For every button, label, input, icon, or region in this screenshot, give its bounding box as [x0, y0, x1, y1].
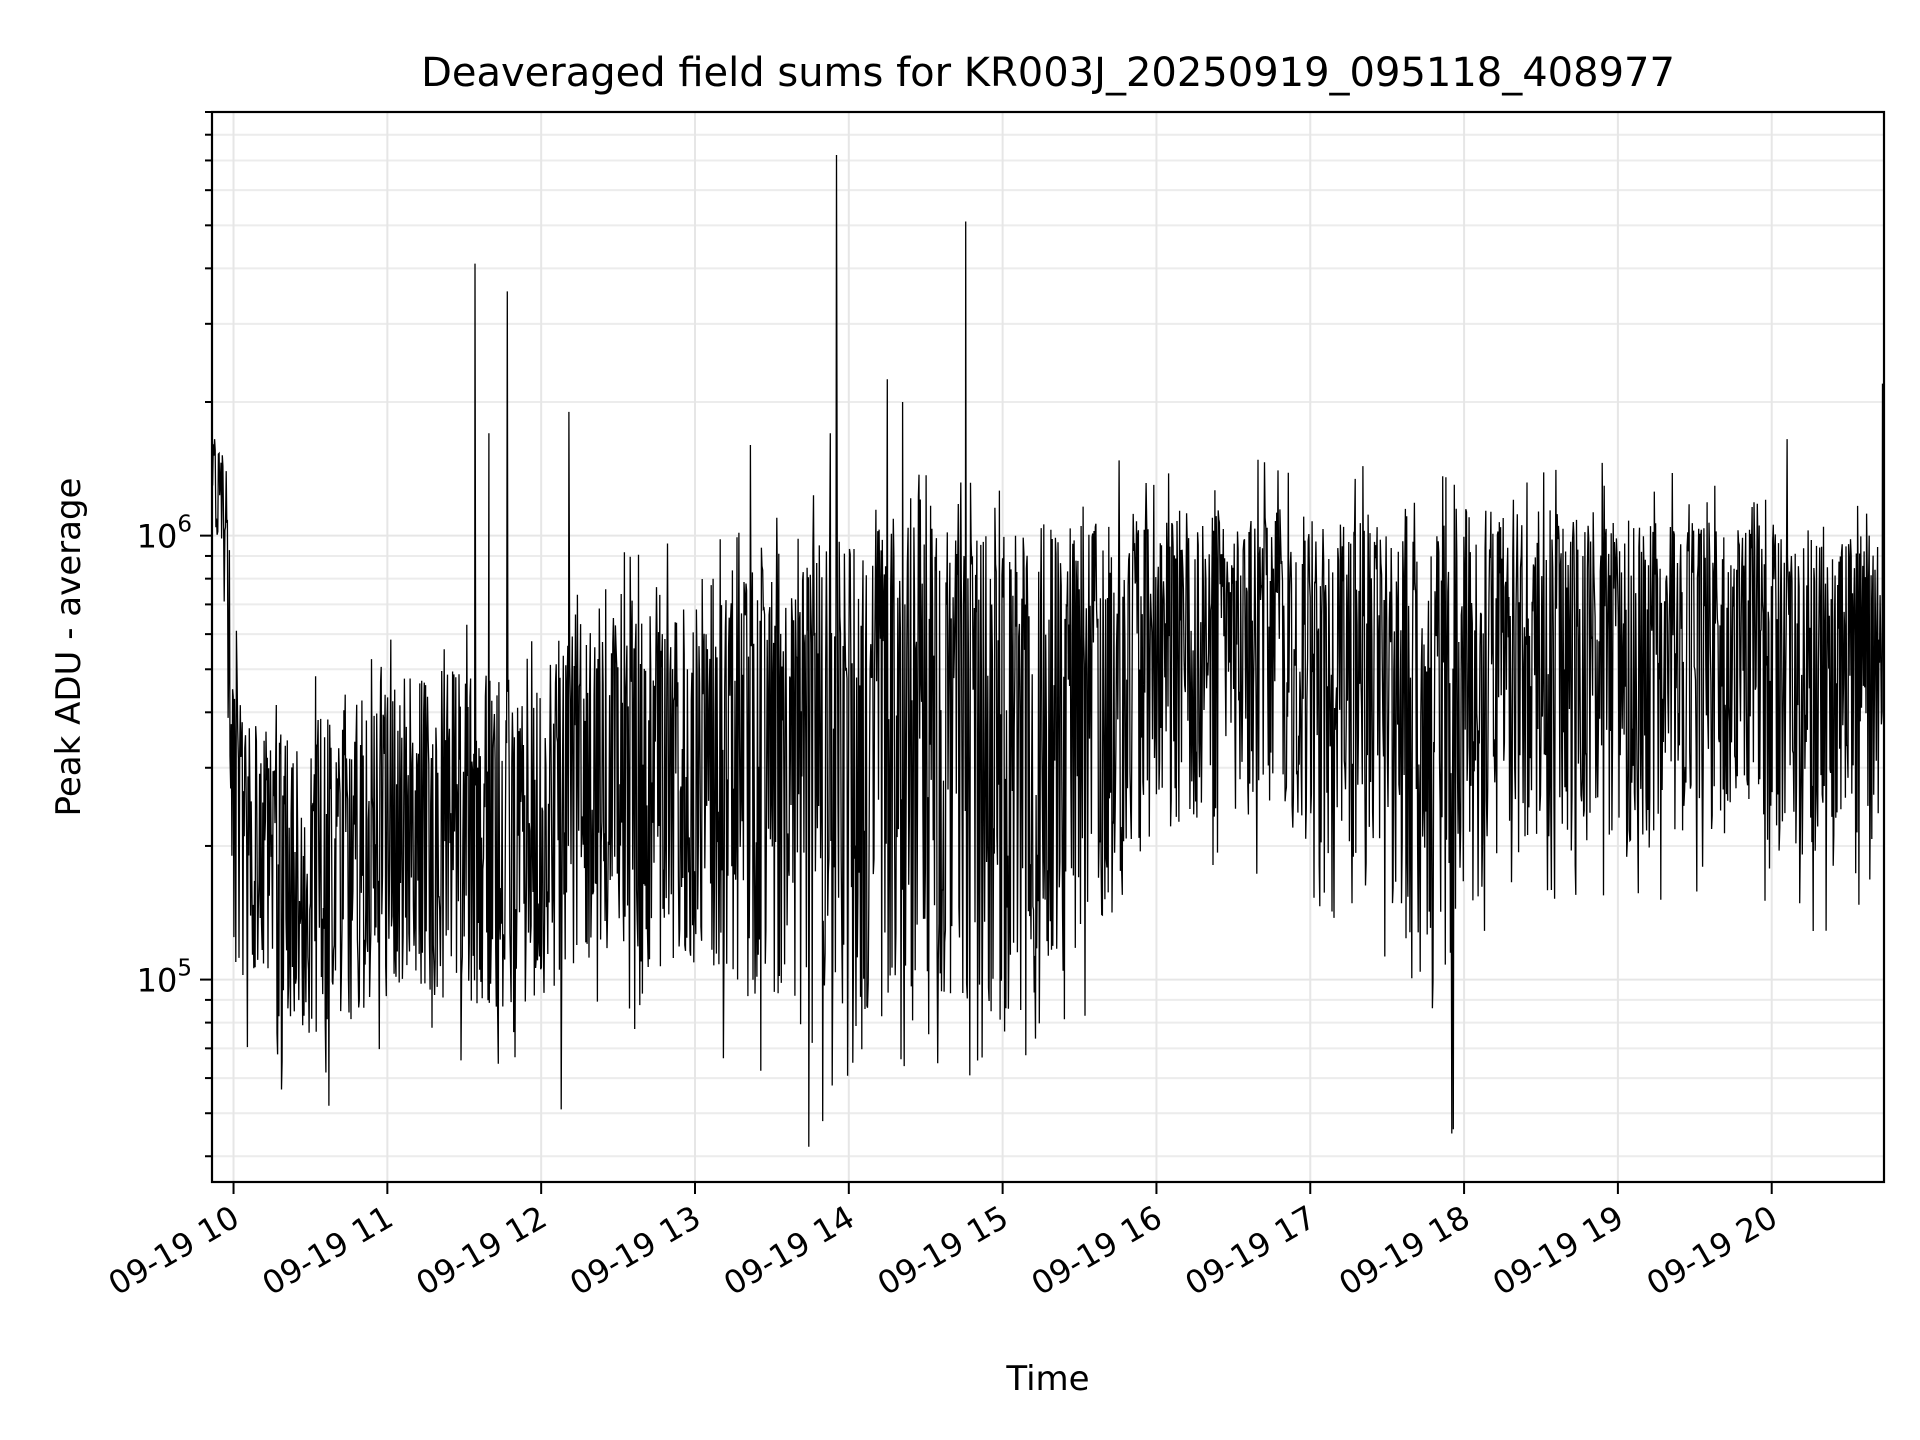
y-tick-label: 105 — [137, 956, 192, 1000]
y-tick-label: 106 — [137, 512, 192, 556]
x-tick-label: 09-19 15 — [871, 1198, 1015, 1303]
x-tick-label: 09-19 18 — [1332, 1198, 1476, 1303]
x-tick-label: 09-19 11 — [256, 1198, 400, 1303]
series-line — [211, 154, 1885, 1147]
x-tick-label: 09-19 17 — [1179, 1198, 1323, 1303]
x-tick-label: 09-19 10 — [102, 1198, 246, 1303]
x-tick-label: 09-19 13 — [563, 1198, 707, 1303]
x-tick-label: 09-19 12 — [410, 1198, 554, 1303]
series-path — [211, 154, 1885, 1147]
y-axis-label: Peak ADU - average — [49, 478, 89, 817]
x-tick-label: 09-19 20 — [1640, 1198, 1784, 1303]
chart-title: Deaveraged field sums for KR003J_2025091… — [421, 50, 1675, 96]
plot-frame — [210, 110, 1886, 1184]
x-tick-label: 09-19 19 — [1486, 1198, 1630, 1303]
x-axis-label: Time — [1005, 1359, 1089, 1399]
x-tick-label: 09-19 16 — [1025, 1198, 1169, 1303]
x-tick-label: 09-19 14 — [717, 1198, 861, 1303]
